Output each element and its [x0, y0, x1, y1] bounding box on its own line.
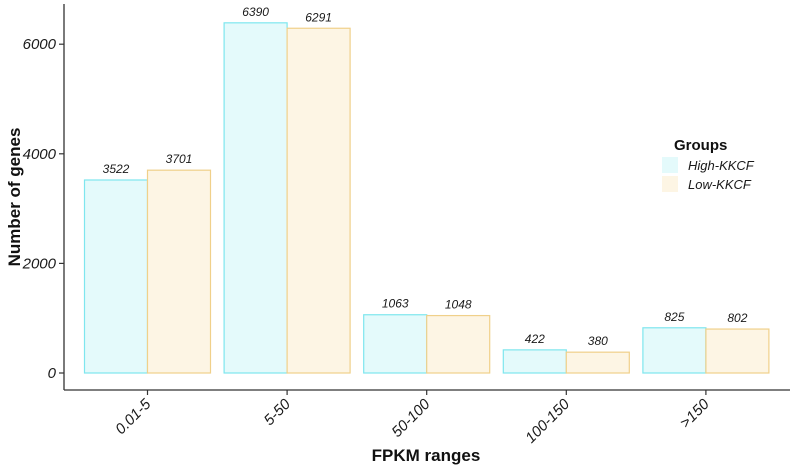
bar-low-kkcf-150 [705, 328, 770, 374]
bar-low-kkcf-50-100 [426, 314, 491, 374]
y-axis-title: Number of genes [5, 128, 24, 267]
legend-swatch-low-kkcf [662, 176, 678, 192]
x-axis-title: FPKM ranges [372, 446, 481, 465]
y-tick-label: 4000 [23, 146, 57, 163]
legend-label-high-kkcf: High-KKCF [688, 158, 755, 173]
x-tick-label: 100-150 [522, 395, 573, 446]
bar-high-kkcf-50-100 [363, 314, 428, 374]
data-label-low-kkcf-150: 802 [727, 311, 747, 325]
data-label-high-kkcf-50-100: 1063 [382, 297, 409, 311]
data-label-low-kkcf-50-100: 1048 [445, 298, 472, 312]
x-tick-label: 5-50 [261, 395, 295, 429]
y-tick-label: 6000 [23, 36, 57, 53]
x-tick-label: 0.01-5 [112, 395, 155, 438]
x-tick-label: 50-100 [388, 395, 434, 441]
bar-low-kkcf-5-50 [286, 27, 351, 374]
bar-high-kkcf-5-50 [223, 22, 288, 374]
bar-high-kkcf-150 [642, 327, 707, 374]
bar-high-kkcf-100-150 [502, 349, 567, 374]
x-ticks: 0.01-5 5-50 50-100 100-150 >150 [112, 390, 713, 447]
data-label-high-kkcf-150: 825 [664, 310, 684, 324]
legend: Groups High-KKCF Low-KKCF [662, 137, 755, 192]
data-label-high-kkcf-100-150: 422 [525, 332, 545, 346]
x-tick-label: >150 [677, 395, 713, 431]
data-label-high-kkcf-0-01-5: 3522 [103, 162, 130, 176]
y-tick-label: 0 [48, 365, 57, 382]
bar-low-kkcf-100-150 [565, 351, 630, 374]
bars: 3522 3701 6390 6291 1063 1048 422 380 825 802 [83, 5, 770, 374]
legend-title: Groups [674, 137, 727, 154]
y-ticks: 0 2000 4000 6000 [22, 36, 64, 382]
data-label-low-kkcf-100-150: 380 [588, 334, 608, 348]
data-label-low-kkcf-5-50: 6291 [305, 10, 332, 24]
legend-swatch-high-kkcf [662, 157, 678, 173]
bar-high-kkcf-0-01-5 [83, 179, 149, 374]
data-label-low-kkcf-0-01-5: 3701 [166, 152, 193, 166]
y-tick-label: 2000 [22, 255, 57, 272]
bar-low-kkcf-0-01-5 [146, 169, 212, 374]
legend-label-low-kkcf: Low-KKCF [688, 177, 752, 192]
data-label-high-kkcf-5-50: 6390 [242, 5, 269, 19]
